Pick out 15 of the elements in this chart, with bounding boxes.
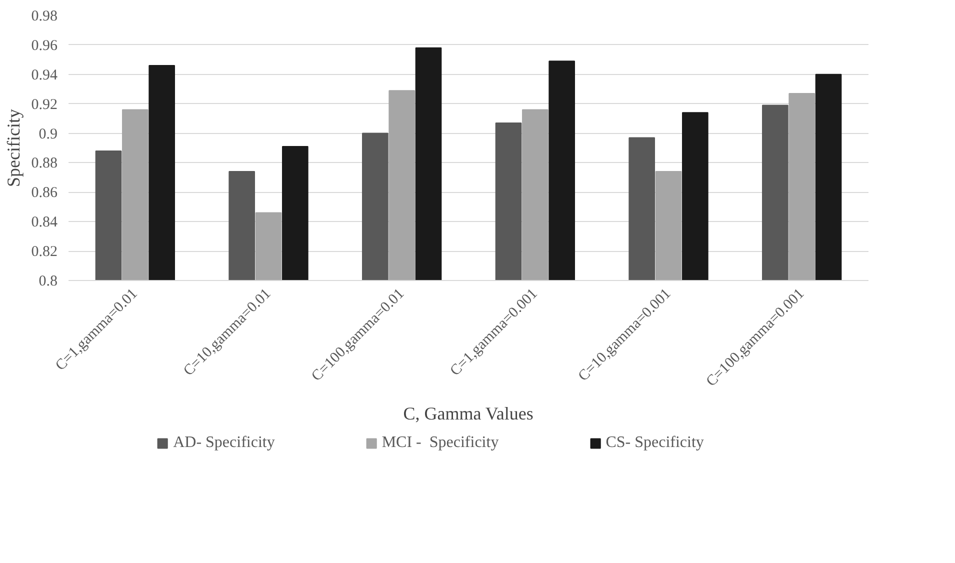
y-tick-label: 0.92 (31, 96, 58, 113)
legend-label: MCI - Specificity (382, 434, 499, 452)
y-tick-label: 0.96 (31, 38, 58, 54)
legend-label: AD- Specificity (173, 434, 275, 452)
y-axis-title: Specificity (3, 109, 24, 187)
legend-label: CS- Specificity (606, 434, 704, 452)
y-tick-label: 0.98 (31, 8, 58, 24)
y-tick-label: 0.86 (31, 185, 58, 202)
y-tick-label: 0.82 (31, 244, 58, 260)
y-tick-label: 0.8 (38, 274, 58, 290)
y-tick-label: 0.94 (31, 67, 58, 84)
y-tick-label: 0.88 (31, 156, 58, 172)
y-tick-label: 0.9 (38, 126, 58, 142)
x-axis-title: C, Gamma Values (403, 403, 534, 424)
y-tick-label: 0.84 (31, 214, 58, 231)
